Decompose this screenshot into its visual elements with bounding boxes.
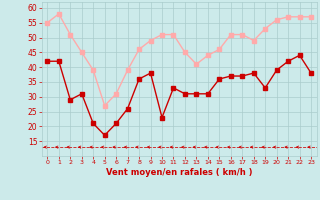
X-axis label: Vent moyen/en rafales ( km/h ): Vent moyen/en rafales ( km/h ): [106, 168, 252, 177]
